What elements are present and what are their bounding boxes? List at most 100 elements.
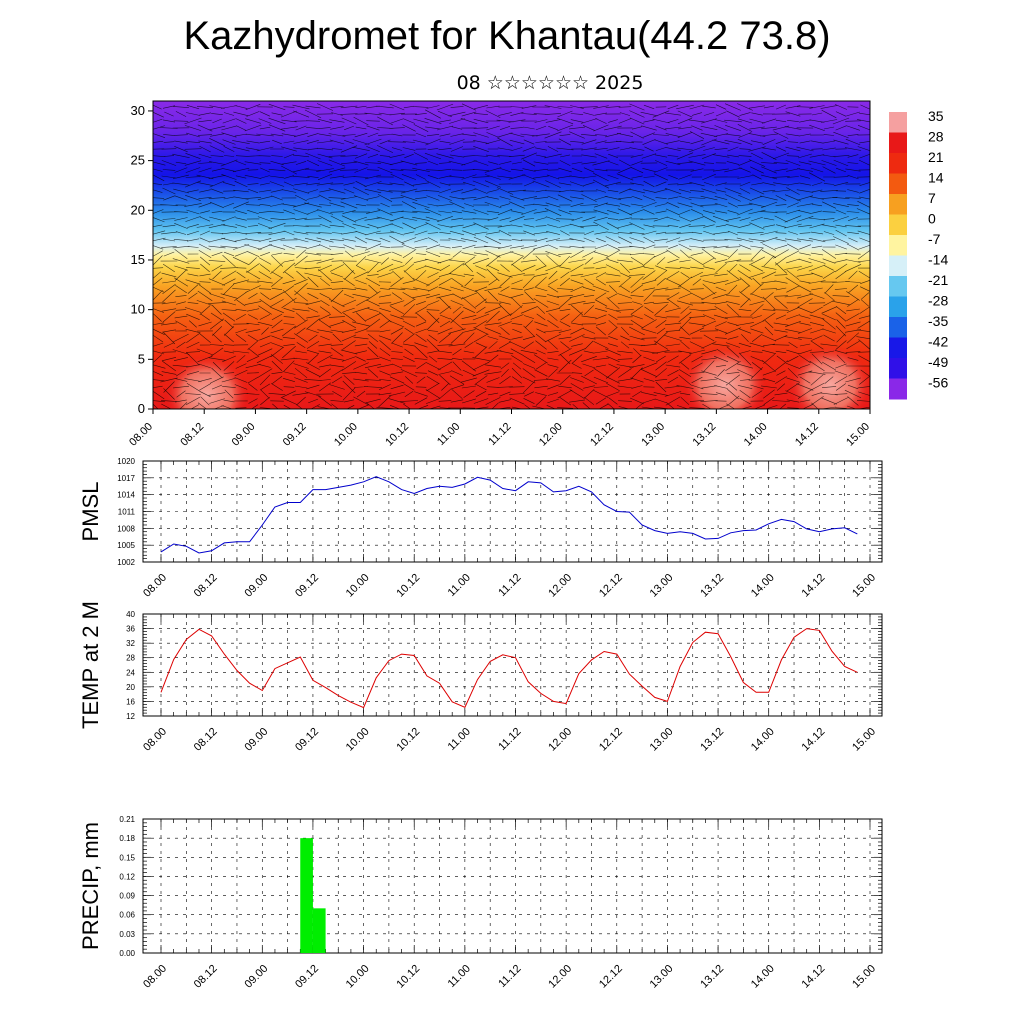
cs-y-tick-label: 5 bbox=[138, 351, 145, 366]
x-tick-label: 15.00 bbox=[850, 963, 878, 991]
x-tick-label: 13.00 bbox=[648, 726, 676, 754]
y-tick-label: 36 bbox=[126, 625, 135, 634]
cs-x-tick-label: 08.12 bbox=[178, 421, 206, 449]
y-tick-label: 1014 bbox=[117, 491, 135, 500]
colorbar-swatch bbox=[889, 317, 907, 338]
cs-x-tick-label: 12.00 bbox=[537, 421, 565, 449]
colorbar-label: 28 bbox=[928, 129, 944, 145]
precip-mm-panel: 0.00 0.03 0.06 0.09 0.12 0.15 0.18 0.21 08.00 08.… bbox=[78, 815, 883, 991]
colorbar-swatch bbox=[889, 132, 907, 154]
cs-x-tick-label: 13.00 bbox=[639, 421, 667, 449]
cs-y-tick-label: 15 bbox=[131, 252, 145, 267]
cs-x-tick-label: 14.12 bbox=[793, 421, 821, 449]
colorbar-swatch bbox=[889, 214, 907, 236]
colorbar-label: -28 bbox=[928, 293, 948, 309]
cs-x-tick-label: 12.12 bbox=[588, 421, 616, 449]
panel-frame bbox=[142, 613, 883, 717]
temperature-field bbox=[153, 101, 870, 409]
cs-x-tick-label: 09.00 bbox=[230, 421, 258, 449]
pmsl-panel: 1002 1005 1008 1011 1014 1017 1020 08.00 08.12 09… bbox=[78, 457, 883, 600]
y-tick-label: 0.09 bbox=[119, 892, 135, 901]
y-tick-label: 28 bbox=[126, 654, 135, 663]
x-tick-label: 11.12 bbox=[496, 726, 523, 753]
y-tick-label: 1008 bbox=[117, 524, 135, 533]
colorbar-swatch bbox=[889, 276, 907, 297]
y-tick-label: 1017 bbox=[117, 474, 135, 483]
wind-vector-field bbox=[153, 103, 870, 409]
x-tick-label: 09.00 bbox=[242, 726, 270, 754]
x-tick-label: 08.12 bbox=[192, 726, 220, 754]
x-tick-label: 14.00 bbox=[749, 572, 777, 600]
y-tick-label: 1005 bbox=[117, 541, 135, 550]
y-tick-label: 12 bbox=[126, 712, 135, 721]
cs-x-tick-label: 09.12 bbox=[281, 421, 309, 449]
colorbar-swatch bbox=[889, 173, 907, 195]
precip-bar bbox=[312, 908, 326, 953]
x-tick-label: 12.00 bbox=[546, 963, 574, 991]
colorbar-swatch bbox=[889, 194, 907, 215]
y-tick-label: 0.12 bbox=[119, 872, 135, 881]
y-tick-label: 0.03 bbox=[119, 930, 135, 939]
x-tick-label: 15.00 bbox=[850, 726, 878, 754]
x-tick-label: 14.12 bbox=[800, 963, 828, 991]
colorbar: 35 28 21 14 7 0 -7 -14 -21 -28 -35 -42 -49 -56 bbox=[889, 108, 948, 400]
temp-at-2-m-panel: 12 16 20 24 28 32 36 40 08.00 08.12 09.00 09.12 10.0… bbox=[78, 601, 883, 754]
y-tick-label: 32 bbox=[126, 639, 135, 648]
x-tick-label: 12.12 bbox=[597, 572, 625, 600]
cs-x-tick-label: 15.00 bbox=[844, 421, 872, 449]
colorbar-label: 0 bbox=[928, 211, 936, 227]
y-tick-label: 0.06 bbox=[119, 911, 135, 920]
x-tick-label: 09.12 bbox=[293, 963, 321, 991]
warm-spot-1 bbox=[683, 345, 767, 409]
cs-x-tick-label: 11.00 bbox=[435, 421, 462, 448]
cs-x-tick-label: 08.00 bbox=[127, 421, 155, 449]
cs-x-tick-label: 10.00 bbox=[332, 421, 360, 449]
colorbar-label: -14 bbox=[928, 252, 948, 268]
y-tick-label: 1020 bbox=[117, 457, 135, 466]
page-subtitle: 08 ☆☆☆☆☆☆ 2025 bbox=[456, 72, 644, 94]
panel-frame bbox=[142, 818, 883, 954]
x-tick-label: 10.00 bbox=[344, 726, 372, 754]
precip-bar bbox=[300, 838, 313, 953]
cs-y-tick-label: 10 bbox=[131, 302, 145, 317]
x-tick-label: 11.12 bbox=[496, 963, 523, 990]
x-tick-label: 10.00 bbox=[344, 572, 372, 600]
y-tick-label: 24 bbox=[126, 668, 135, 677]
y-tick-label: 0.00 bbox=[119, 949, 135, 958]
x-tick-label: 12.00 bbox=[546, 572, 574, 600]
x-tick-label: 13.00 bbox=[648, 963, 676, 991]
y-tick-label: 1002 bbox=[117, 558, 135, 567]
x-tick-label: 08.12 bbox=[192, 963, 220, 991]
x-tick-label: 14.00 bbox=[749, 963, 777, 991]
colorbar-label: -21 bbox=[928, 272, 948, 288]
warm-spot-0 bbox=[165, 355, 249, 409]
x-tick-label: 15.00 bbox=[850, 572, 878, 600]
colorbar-label: 14 bbox=[928, 170, 944, 186]
x-tick-label: 08.00 bbox=[141, 963, 169, 991]
x-tick-label: 09.12 bbox=[293, 726, 321, 754]
timeseries-panels: 1002 1005 1008 1011 1014 1017 1020 08.00 08.12 09… bbox=[78, 457, 883, 991]
cs-y-tick-label: 30 bbox=[131, 103, 145, 118]
x-tick-label: 09.12 bbox=[293, 572, 321, 600]
x-tick-label: 14.12 bbox=[800, 572, 828, 600]
x-tick-label: 08.12 bbox=[192, 572, 220, 600]
x-tick-label: 13.00 bbox=[648, 572, 676, 600]
y-tick-label: 1011 bbox=[118, 508, 136, 517]
x-tick-label: 11.12 bbox=[496, 572, 523, 599]
x-tick-label: 13.12 bbox=[698, 572, 726, 600]
colorbar-label: -49 bbox=[928, 354, 948, 370]
x-tick-label: 11.00 bbox=[446, 572, 473, 599]
cs-y-tick-label: 0 bbox=[138, 401, 145, 416]
warm-spot-2 bbox=[788, 345, 870, 409]
colorbar-swatch bbox=[889, 255, 907, 277]
x-tick-label: 12.00 bbox=[546, 726, 574, 754]
x-tick-label: 14.12 bbox=[800, 726, 828, 754]
colorbar-label: 7 bbox=[928, 190, 936, 206]
x-tick-label: 09.00 bbox=[242, 572, 270, 600]
colorbar-label: -7 bbox=[928, 231, 941, 247]
x-tick-label: 14.00 bbox=[749, 726, 777, 754]
pmsl-line bbox=[160, 476, 858, 554]
colorbar-swatch bbox=[889, 112, 907, 133]
x-tick-label: 11.00 bbox=[446, 726, 473, 753]
colorbar-swatch bbox=[889, 378, 907, 400]
